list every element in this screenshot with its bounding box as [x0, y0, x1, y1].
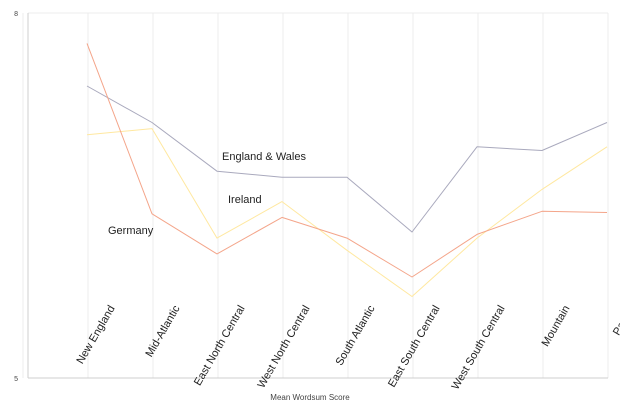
x-tick-label: Pacific: [611, 303, 620, 337]
x-tick-labels: New England Mid-Atlantic East North Centra…: [74, 303, 620, 392]
series-label: Germany: [108, 225, 154, 237]
x-tick-label: West South Central: [450, 304, 508, 392]
x-tick-label: Mountain: [540, 304, 573, 349]
x-tick-label: East South Central: [386, 304, 443, 390]
y-tick-label: 5: [14, 376, 18, 383]
y-tick-labels: 85: [14, 11, 18, 383]
series-line-germany: [86, 43, 608, 278]
series-line-england-wales: [86, 85, 608, 233]
series-label: Ireland: [228, 194, 262, 206]
y-tick-label: 8: [14, 11, 18, 18]
x-tick-label: New England: [74, 304, 117, 367]
series-labels: England & Wales Ireland Germany: [108, 151, 306, 237]
x-tick-label: South Atlantic: [334, 303, 378, 368]
x-tick-label: Mid-Atlantic: [143, 303, 182, 359]
series-lines: [86, 43, 608, 297]
axes: [27, 13, 608, 379]
grid: [22, 12, 609, 378]
series-line-ireland: [86, 128, 608, 297]
x-tick-label: East North Central: [192, 304, 248, 388]
x-tick-label: West North Central: [256, 304, 313, 391]
series-label: England & Wales: [222, 151, 306, 163]
x-axis-title: Mean Wordsum Score: [270, 393, 350, 402]
